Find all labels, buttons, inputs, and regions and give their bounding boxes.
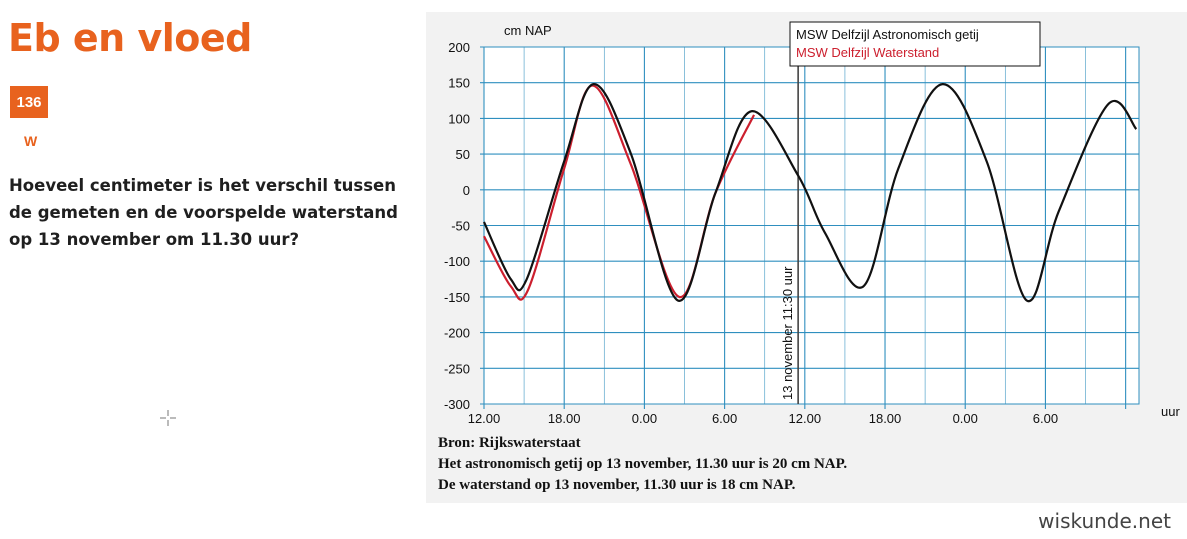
source-line: Het astronomisch getij op 13 november, 1… [438,456,848,472]
x-tick-label: 18.00 [548,411,581,426]
y-tick-label: -300 [444,397,470,412]
y-axis-label: cm NAP [504,23,552,38]
y-tick-label: 0 [463,183,470,198]
source-line: De waterstand op 13 november, 11.30 uur … [438,477,796,493]
y-tick-label: -50 [451,219,470,234]
source-line: Bron: Rijkswaterstaat [438,435,581,451]
x-tick-label: 0.00 [632,411,657,426]
x-tick-label: 6.00 [712,411,737,426]
y-tick-label: 100 [448,111,470,126]
series-line-astronomisch-getij [483,83,1138,303]
footer-brand: wiskunde.net [1038,509,1171,533]
y-tick-label: -250 [444,361,470,376]
y-tick-label: -100 [444,254,470,269]
question-text: Hoeveel centimeter is het verschil tusse… [9,176,398,249]
x-tick-label: 12.00 [789,411,822,426]
crosshair-cursor-icon [160,410,176,426]
legend-box [789,21,1041,67]
x-tick-label: 12.00 [468,411,501,426]
marker-label: 13 november 11:30 uur [780,266,795,400]
x-tick-label: 18.00 [869,411,902,426]
legend-entry-waterstand: MSW Delfzijl Waterstand [796,45,939,60]
y-tick-label: 50 [456,147,470,162]
exercise-number-badge: 136 [10,86,48,118]
tide-chart: 200150100500-50-100-150-200-250-30012.00… [444,21,1180,426]
legend-entry-astronomisch: MSW Delfzijl Astronomisch getij [796,27,979,42]
y-tick-label: -200 [444,326,470,341]
y-tick-label: -150 [444,290,470,305]
x-tick-label: 6.00 [1033,411,1058,426]
x-tick-label: 0.00 [953,411,978,426]
source-notes: Bron: Rijkswaterstaat Het astronomisch g… [438,433,847,496]
x-axis-label: uur [1161,404,1180,419]
y-tick-label: 200 [448,40,470,55]
slide-title: Eb en vloed [8,16,252,60]
y-tick-label: 150 [448,76,470,91]
exercise-type-label: W [24,133,38,149]
